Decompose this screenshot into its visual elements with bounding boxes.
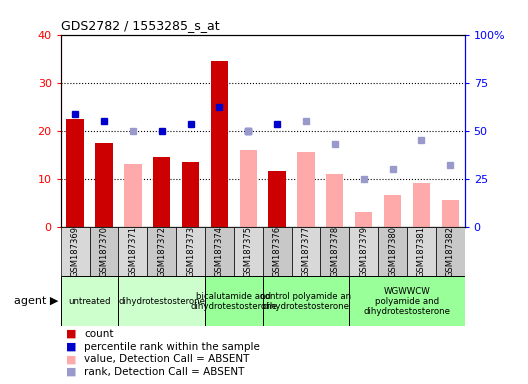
Text: untreated: untreated [68, 297, 111, 306]
Text: percentile rank within the sample: percentile rank within the sample [84, 342, 260, 352]
Bar [349, 227, 378, 276]
Bar [355, 212, 372, 227]
Text: agent ▶: agent ▶ [14, 296, 58, 306]
Text: GSM187370: GSM187370 [99, 226, 108, 277]
Text: value, Detection Call = ABSENT: value, Detection Call = ABSENT [84, 354, 250, 364]
Bar [147, 227, 176, 276]
Bar [262, 227, 291, 276]
Text: ■: ■ [66, 329, 77, 339]
Text: count: count [84, 329, 114, 339]
Bar [268, 171, 286, 227]
Bar [182, 162, 199, 227]
Text: GDS2782 / 1553285_s_at: GDS2782 / 1553285_s_at [61, 19, 219, 32]
Bar [67, 119, 84, 227]
Text: GSM187374: GSM187374 [215, 226, 224, 277]
Bar [124, 164, 142, 227]
Bar [211, 61, 228, 227]
Bar [291, 227, 320, 276]
Bar [240, 150, 257, 227]
Bar [205, 227, 234, 276]
Bar [436, 227, 465, 276]
Text: dihydrotestosterone: dihydrotestosterone [118, 297, 205, 306]
Bar [176, 227, 205, 276]
Text: GSM187377: GSM187377 [301, 226, 310, 277]
Text: ■: ■ [66, 342, 77, 352]
Text: GSM187382: GSM187382 [446, 226, 455, 277]
Bar [297, 152, 315, 227]
Text: control polyamide an
dihydrotestosterone: control polyamide an dihydrotestosterone [260, 292, 352, 311]
Text: GSM187378: GSM187378 [331, 226, 340, 277]
Bar [378, 227, 407, 276]
Text: GSM187380: GSM187380 [388, 226, 397, 277]
Text: GSM187371: GSM187371 [128, 226, 137, 277]
Bar [61, 227, 90, 276]
Text: bicalutamide and
dihydrotestosterone: bicalutamide and dihydrotestosterone [190, 292, 277, 311]
Bar [384, 195, 401, 227]
Text: GSM187375: GSM187375 [244, 226, 253, 277]
Bar [96, 142, 112, 227]
Bar [441, 200, 459, 227]
Text: GSM187372: GSM187372 [157, 226, 166, 277]
Bar [234, 227, 263, 276]
Text: GSM187369: GSM187369 [71, 226, 80, 277]
Bar [262, 276, 349, 326]
Bar [90, 227, 118, 276]
Text: ■: ■ [66, 367, 77, 377]
Bar [320, 227, 349, 276]
Bar [118, 276, 205, 326]
Bar [61, 276, 118, 326]
Bar [326, 174, 343, 227]
Text: WGWWCW
polyamide and
dihydrotestosterone: WGWWCW polyamide and dihydrotestosterone [363, 286, 450, 316]
Bar [413, 184, 430, 227]
Bar [205, 276, 262, 326]
Bar [407, 227, 436, 276]
Text: rank, Detection Call = ABSENT: rank, Detection Call = ABSENT [84, 367, 245, 377]
Text: GSM187376: GSM187376 [272, 226, 281, 277]
Bar [349, 276, 465, 326]
Text: GSM187379: GSM187379 [359, 226, 368, 277]
Bar [153, 157, 171, 227]
Text: GSM187381: GSM187381 [417, 226, 426, 277]
Bar [118, 227, 147, 276]
Text: GSM187373: GSM187373 [186, 226, 195, 277]
Text: ■: ■ [66, 354, 77, 364]
